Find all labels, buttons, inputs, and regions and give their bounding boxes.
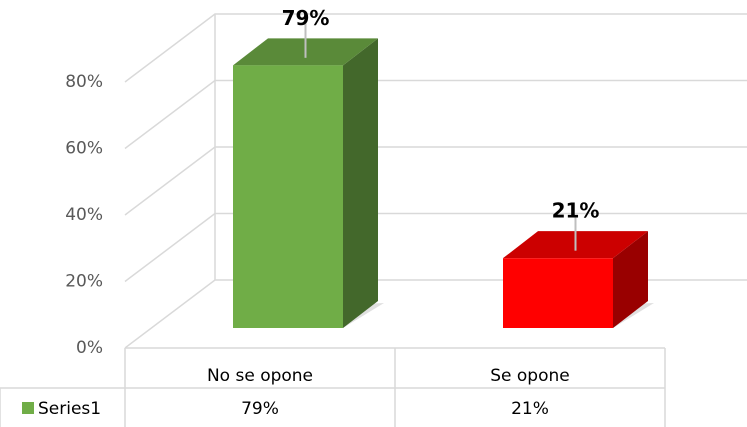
table-value: 79% [241, 399, 279, 419]
table-value: 21% [511, 399, 549, 419]
bar [233, 65, 343, 328]
data-label: 79% [282, 6, 330, 30]
y-tick-label: 80% [65, 72, 103, 92]
y-tick-label: 60% [65, 139, 103, 159]
bar-side [343, 38, 378, 328]
legend-key [22, 402, 34, 414]
y-tick-label: 0% [76, 338, 103, 358]
x-tick-label: Se opone [490, 366, 569, 386]
x-tick-label: No se opone [207, 366, 313, 386]
data-label: 21% [552, 199, 600, 223]
y-tick-label: 40% [65, 205, 103, 225]
bar-side [613, 231, 648, 328]
legend-label: Series1 [38, 399, 101, 419]
bar [503, 258, 613, 328]
y-tick-label: 20% [65, 272, 103, 292]
